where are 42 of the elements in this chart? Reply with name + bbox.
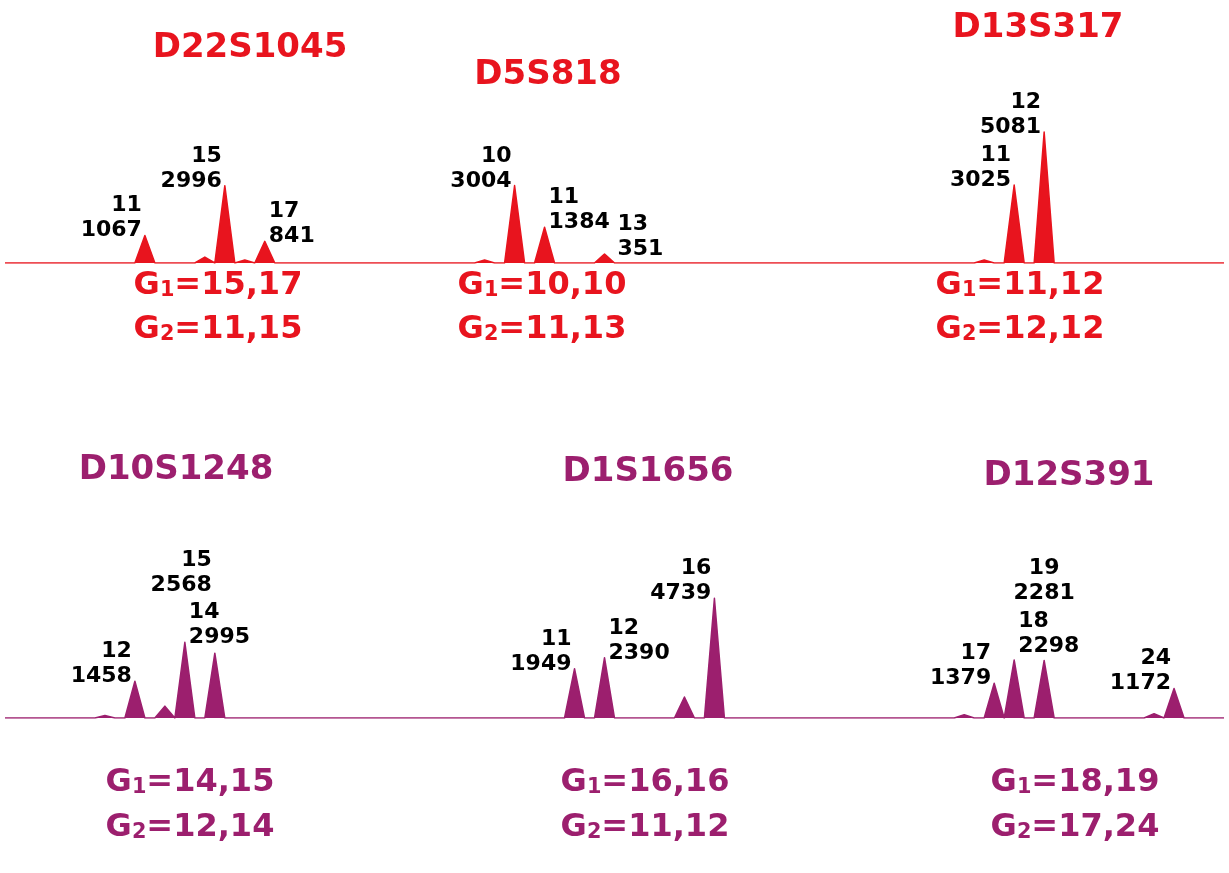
annotation: 18 (1018, 606, 1050, 632)
text: 16 (679, 554, 712, 580)
annotation: 24 (1139, 644, 1172, 670)
data-label: 2995 (188, 623, 252, 649)
text: 15 (180, 546, 212, 572)
annotation: 17 (959, 639, 992, 665)
data-label: 841 (268, 222, 316, 248)
data-label: 2281 (1012, 579, 1076, 605)
annotation: 13 (617, 209, 650, 235)
data-label: 4739 (649, 579, 712, 605)
text: D10S1248 (78, 447, 274, 487)
annotation: 11 (548, 183, 581, 209)
data-label: 1384 (548, 208, 611, 234)
data-label: 3025 (948, 165, 1012, 191)
data-label: 2568 (149, 571, 212, 597)
annotation: 15 (190, 141, 222, 167)
text: 12 (1009, 87, 1042, 113)
data-label: 1458 (69, 662, 132, 688)
data-label: 1379 (928, 664, 992, 690)
annotation: 12 (100, 637, 132, 663)
data-label: 2390 (608, 638, 671, 664)
annotation: 11 (979, 140, 1012, 166)
annotation: 11 (539, 624, 572, 650)
data-label: 1172 (1108, 669, 1172, 695)
annotation: 14 (188, 598, 221, 624)
annotation: 11 (110, 191, 142, 217)
data-label: 5081 (978, 112, 1042, 138)
text: 19 (1027, 554, 1061, 580)
annotation: 17 (268, 197, 301, 223)
text: D13S317 (952, 5, 1124, 45)
data-label: 3004 (449, 166, 512, 192)
annotation: 10 (479, 141, 512, 167)
text: D12S391 (983, 453, 1155, 493)
data-label: 1949 (509, 649, 572, 675)
data-label: 2996 (159, 166, 222, 192)
data-label: 1067 (79, 216, 142, 242)
text: D5S818 (474, 52, 622, 92)
data-label: 351 (617, 234, 665, 260)
annotation: 12 (608, 613, 641, 639)
data-label: 2298 (1018, 631, 1081, 657)
text: D22S1045 (152, 25, 348, 65)
text: D1S1656 (562, 449, 734, 489)
